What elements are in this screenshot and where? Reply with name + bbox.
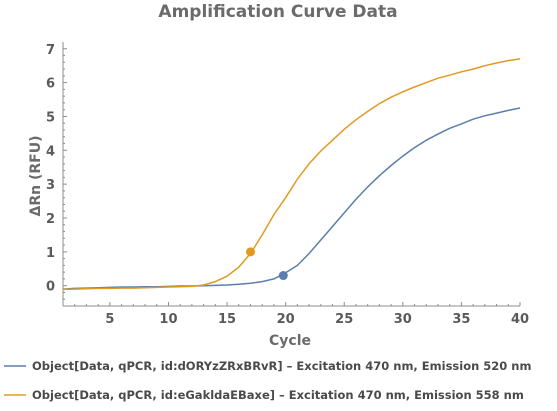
series-marker-2 (245, 247, 255, 257)
series-marker-1 (278, 271, 288, 281)
y-tick-label: 6 (46, 77, 55, 92)
y-tick-label: 5 (46, 110, 55, 125)
x-tick-label: 15 (218, 312, 236, 327)
y-tick-label: 7 (46, 43, 55, 58)
y-tick-label: 1 (46, 246, 55, 261)
x-tick-label: 25 (335, 312, 353, 327)
x-tick-label: 5 (105, 312, 114, 327)
series-line-1 (62, 107, 521, 290)
legend-label-1: Object[Data, qPCR, id:dORYzZRxBRvR] – Ex… (32, 359, 531, 373)
x-tick-label: 20 (277, 312, 295, 327)
x-axis-label: Cycle (269, 333, 311, 349)
chart-title: Amplification Curve Data (158, 2, 397, 22)
plot-area: 5 10 15 20 25 30 35 40 0 1 2 3 4 5 6 7 (46, 42, 529, 327)
y-axis-label: ΔRn (RFU) (28, 136, 44, 217)
x-tick-label: 30 (394, 312, 412, 327)
y-tick-label: 2 (46, 212, 55, 227)
y-tick-label: 0 (46, 280, 55, 295)
y-tick-label: 4 (46, 144, 55, 159)
x-tick-label: 10 (159, 312, 177, 327)
legend-label-2: Object[Data, qPCR, id:eGakldaEBaxe] – Ex… (32, 388, 524, 402)
legend: Object[Data, qPCR, id:dORYzZRxBRvR] – Ex… (4, 359, 531, 402)
y-tick-label: 3 (46, 178, 55, 193)
x-tick-label: 40 (511, 312, 529, 327)
x-tick-label: 35 (452, 312, 470, 327)
series-line-2 (62, 58, 521, 291)
